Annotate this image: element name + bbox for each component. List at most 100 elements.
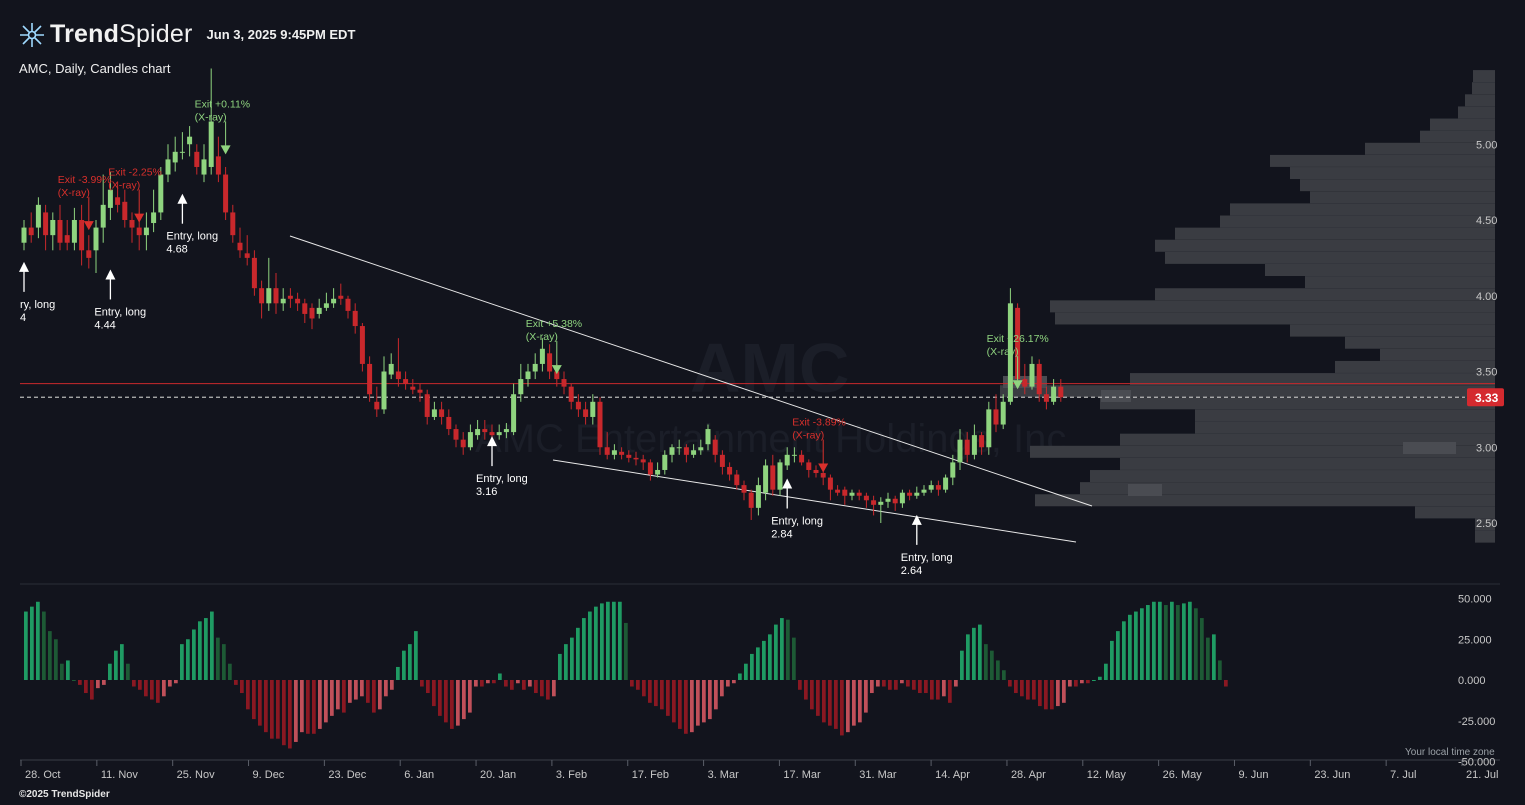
x-tick-label: 23. Jun	[1314, 769, 1350, 781]
candle-body	[1043, 394, 1049, 402]
candle-body	[763, 465, 769, 493]
candle-body	[136, 227, 142, 236]
x-tick-label: 20. Jan	[480, 769, 516, 781]
volume-profile-bar	[1472, 82, 1495, 95]
oscillator-bar	[96, 680, 100, 689]
candle-body	[511, 394, 517, 433]
oscillator-bar	[522, 680, 526, 690]
candle-body	[741, 485, 747, 493]
candle-body	[388, 363, 394, 375]
volume-profile-bar	[1475, 518, 1495, 531]
oscillator-bar	[330, 680, 334, 716]
candle-body	[403, 379, 409, 384]
candle-body	[439, 409, 445, 417]
oscillator-bar	[432, 680, 436, 707]
oscillator-bar	[366, 680, 370, 703]
chart-date: Jun 3, 2025 9:45PM EDT	[206, 27, 356, 42]
oscillator-bar	[246, 680, 250, 710]
oscillator-bar	[426, 680, 430, 694]
candle-body	[626, 454, 632, 458]
oscillator-bar	[684, 680, 688, 734]
oscillator-bar	[630, 680, 634, 687]
oscillator-bar	[1182, 603, 1186, 680]
oscillator-bar	[24, 611, 28, 680]
last-price-label: 3.33	[1475, 391, 1499, 405]
oscillator-bar	[1026, 680, 1030, 700]
candle-body	[806, 462, 812, 470]
x-tick-label: 12. May	[1087, 769, 1127, 781]
oscillator-bar	[144, 680, 148, 697]
watermark-ticker: AMC	[690, 329, 849, 407]
candle-body	[475, 429, 481, 436]
header: TrendSpider Jun 3, 2025 9:45PM EDT	[18, 20, 355, 49]
candle-body	[50, 220, 56, 236]
oscillator-bar	[294, 680, 298, 742]
volume-profile-bar	[1270, 154, 1495, 167]
x-tick-label: 26. May	[1163, 769, 1203, 781]
volume-profile-bar	[1100, 397, 1495, 410]
last-price-badge	[1467, 388, 1504, 407]
candle-body	[856, 492, 862, 496]
exit-arrow-icon	[134, 213, 145, 223]
oscillator-bar	[1008, 680, 1012, 687]
oscillator-bar	[396, 666, 400, 680]
timezone-note[interactable]: Your local time zone	[1405, 747, 1495, 758]
candle-body	[460, 439, 466, 448]
candle-body	[640, 459, 646, 463]
entry-label: Entry, long	[771, 516, 823, 528]
oscillator-bar	[1044, 680, 1048, 710]
candle-body	[467, 432, 473, 448]
oscillator-bar	[840, 680, 844, 736]
oscillator-bar	[150, 680, 154, 700]
oscillator-bar	[672, 680, 676, 723]
candle-body	[359, 326, 365, 364]
oscillator-bar	[564, 644, 568, 680]
oscillator-bar	[1086, 680, 1090, 684]
volume-profile-bar	[1090, 470, 1495, 483]
candle-body	[791, 454, 797, 456]
candle-body	[316, 307, 322, 314]
exit-label: Exit -3.99%	[58, 174, 112, 186]
candle-body	[122, 201, 128, 220]
oscillator-bar	[240, 680, 244, 694]
candle-body	[561, 379, 567, 387]
oscillator-tick-label: -25.000	[1458, 716, 1495, 728]
oscillator-bar	[1140, 608, 1144, 680]
oscillator-bar	[180, 644, 184, 680]
oscillator-bar	[690, 680, 694, 733]
oscillator-bar	[780, 618, 784, 680]
oscillator-bar	[186, 639, 190, 680]
oscillator-bar	[942, 680, 946, 697]
oscillator-bar	[1200, 618, 1204, 680]
entry-label: ry, long	[20, 299, 55, 311]
oscillator-bar	[360, 680, 364, 697]
x-tick-label: 25. Nov	[177, 769, 215, 781]
copyright: ©2025 TrendSpider	[19, 789, 110, 800]
oscillator-bar	[1188, 601, 1192, 680]
candle-body	[719, 454, 725, 467]
oscillator-bar	[276, 680, 280, 739]
candle-body	[835, 489, 841, 493]
price-tick-label: 3.00	[1476, 442, 1497, 454]
oscillator-bar	[126, 663, 130, 680]
oscillator-bar	[474, 680, 478, 687]
exit-sub: (X-ray)	[987, 346, 1019, 358]
oscillator-bar	[1104, 663, 1108, 680]
oscillator-bar	[54, 639, 58, 680]
candle-body	[604, 447, 610, 455]
volume-profile-bar	[1195, 409, 1495, 422]
oscillator-bar	[1122, 621, 1126, 680]
oscillator-bar	[738, 673, 742, 680]
candle-body	[446, 416, 452, 430]
candle-body	[669, 447, 675, 455]
volume-profile-bar	[1055, 312, 1495, 325]
candle-body	[129, 220, 135, 228]
candle-body	[367, 363, 373, 395]
oscillator-bar	[210, 611, 214, 680]
candle-body	[273, 288, 279, 304]
oscillator-bar	[1158, 601, 1162, 680]
oscillator-bar	[546, 680, 550, 700]
candle-body	[547, 353, 553, 372]
oscillator-bar	[792, 637, 796, 680]
x-tick-label: 17. Mar	[783, 769, 821, 781]
